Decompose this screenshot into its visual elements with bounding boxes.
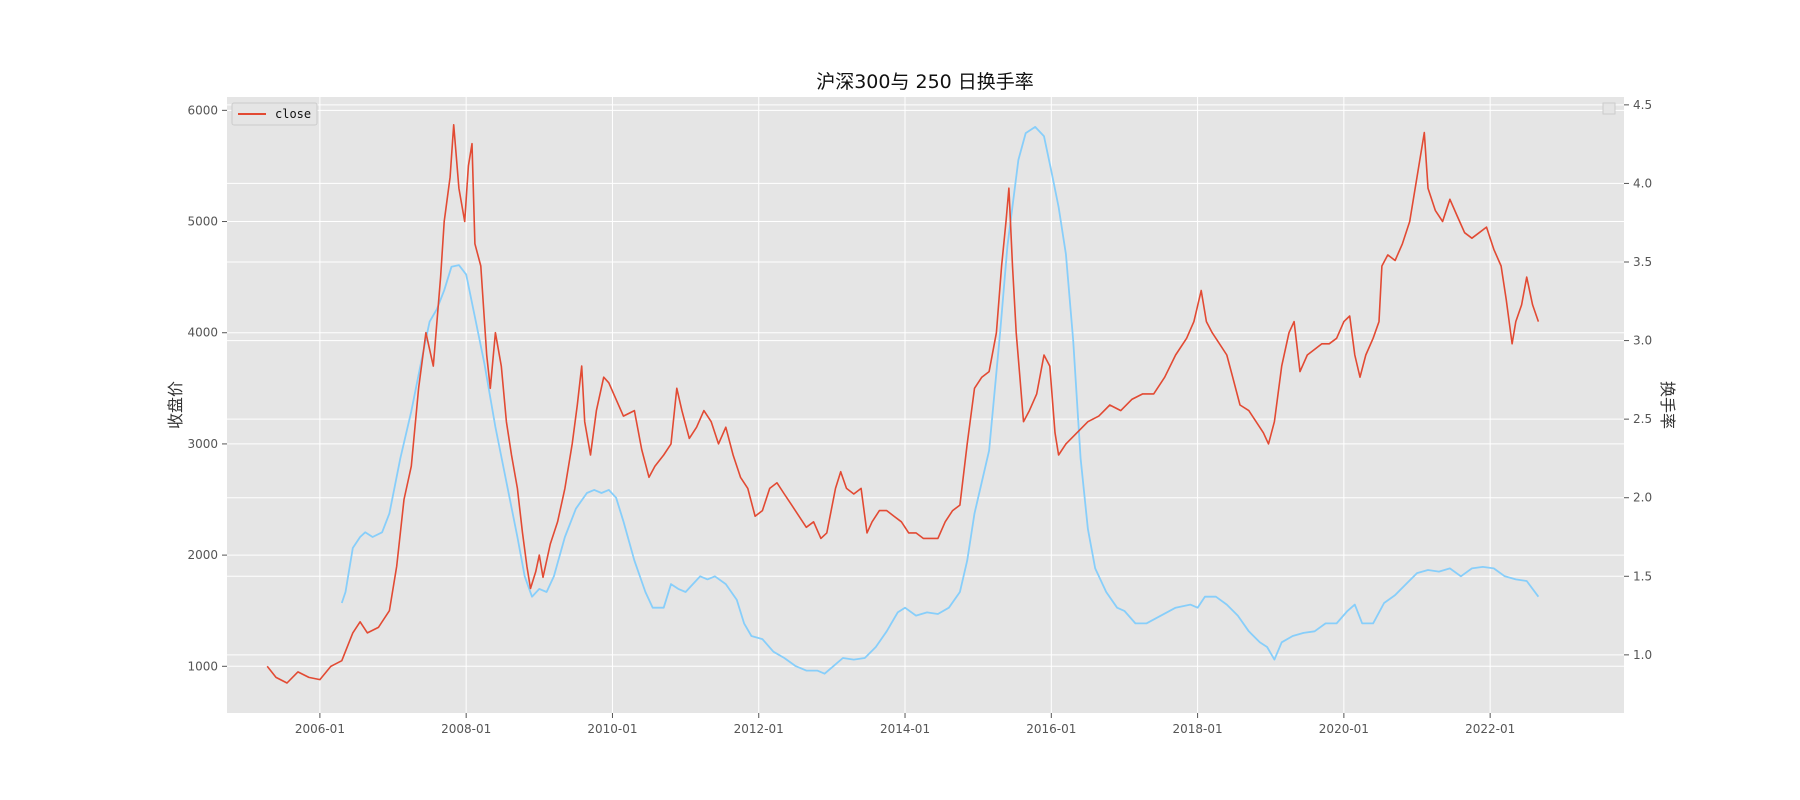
y2-tick-label: 4.5 [1633,98,1652,112]
y2-tick-label: 1.0 [1633,648,1652,662]
legend-label-close: close [275,107,311,121]
empty-legend-box [1602,102,1616,115]
y-tick-label: 6000 [187,103,218,117]
legend-box [231,102,318,126]
series-layer [266,124,1540,684]
x-tick-label: 2016-01 [1026,722,1076,736]
grid [227,97,1624,713]
x-tick-label: 2008-01 [441,722,491,736]
y-tick-label: 1000 [187,659,218,673]
x-tick-label: 2020-01 [1319,722,1369,736]
y-axis-title: 收盘价 [166,381,185,429]
series-line-close [266,124,1540,684]
x-tick-label: 2014-01 [880,722,930,736]
y-tick-label: 3000 [187,437,218,451]
y2-axis-title: 换手率 [1658,381,1677,429]
x-tick-label: 2010-01 [587,722,637,736]
y2-tick-label: 2.5 [1633,412,1652,426]
y2-tick-label: 1.5 [1633,569,1652,583]
series-line-turnover [340,126,1540,675]
plot-background [227,97,1624,713]
y2-tick-label: 4.0 [1633,176,1652,190]
y-tick-label: 5000 [187,215,218,229]
x-tick-label: 2018-01 [1173,722,1223,736]
y-tick-label: 4000 [187,326,218,340]
x-tick-label: 2006-01 [295,722,345,736]
chart-title: 沪深300与 250 日换手率 [816,71,1034,93]
y2-tick-label: 3.0 [1633,334,1652,348]
ticks-layer: 2006-01 2008-01 2010-01 2012-01 2014-01 2016-… [187,98,1652,736]
legend: close [231,102,318,126]
y-tick-label: 2000 [187,548,218,562]
x-tick-label: 2022-01 [1465,722,1515,736]
y2-tick-label: 2.0 [1633,491,1652,505]
x-tick-label: 2012-01 [734,722,784,736]
y2-tick-label: 3.5 [1633,255,1652,269]
